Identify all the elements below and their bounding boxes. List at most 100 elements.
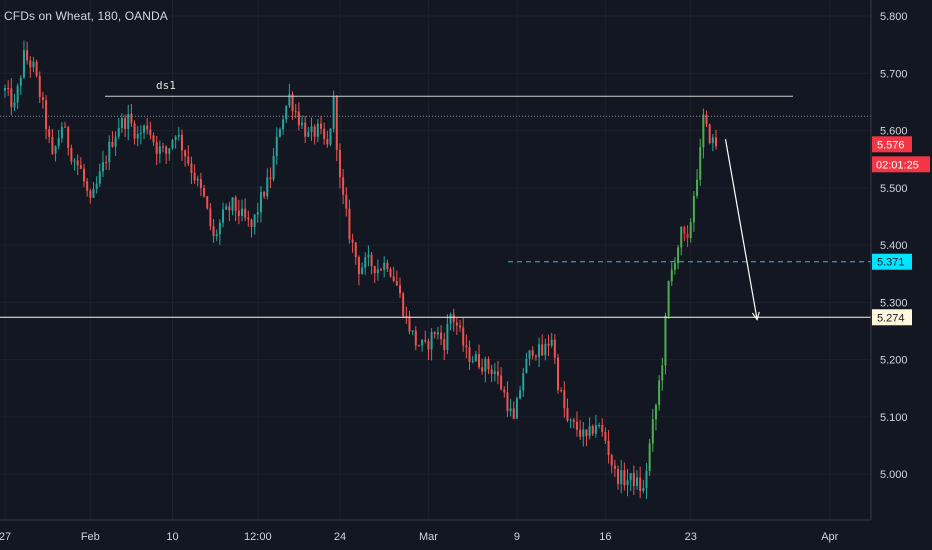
candle-body bbox=[196, 178, 199, 181]
candle-body bbox=[357, 257, 360, 275]
candle-body bbox=[496, 371, 499, 376]
grid-lines bbox=[0, 0, 871, 520]
candle-body bbox=[490, 369, 493, 374]
time-axis[interactable]: 27 Feb 10 12:00 24 Mar 9 16 23 Apr bbox=[0, 519, 932, 550]
candle-body bbox=[462, 327, 465, 346]
candle-body bbox=[297, 111, 300, 126]
candle-body bbox=[228, 206, 231, 211]
candle-body bbox=[13, 102, 16, 108]
candle-body bbox=[70, 147, 73, 162]
dashed-level-badge: 5.371 bbox=[872, 253, 912, 270]
candle-body bbox=[187, 156, 190, 164]
candle-body bbox=[162, 146, 164, 148]
candle-body bbox=[604, 432, 607, 441]
candle-body bbox=[329, 128, 332, 145]
candle-body bbox=[10, 88, 13, 108]
candle-body bbox=[79, 165, 82, 169]
candle-body bbox=[598, 425, 601, 427]
y-tick-label: 5.400 bbox=[880, 240, 908, 252]
candle-body bbox=[41, 97, 44, 101]
candle-body bbox=[620, 470, 623, 484]
candle-body bbox=[553, 339, 556, 358]
candle-body bbox=[376, 269, 379, 274]
dashed-level-badge-bg bbox=[872, 253, 912, 270]
candle-body bbox=[199, 178, 202, 189]
candle-body bbox=[636, 477, 638, 486]
candle-body bbox=[190, 163, 193, 173]
candle-body bbox=[57, 137, 60, 147]
countdown-badge-bg bbox=[872, 156, 930, 173]
candle-body bbox=[307, 131, 310, 137]
candle-body bbox=[443, 339, 446, 350]
candle-body bbox=[683, 226, 686, 234]
candle-body bbox=[218, 222, 221, 235]
candle-body bbox=[455, 322, 458, 326]
candle-body bbox=[35, 61, 38, 76]
candle-body bbox=[64, 126, 67, 128]
candle-body bbox=[256, 212, 259, 215]
y-tick-label: 5.000 bbox=[880, 469, 908, 481]
candle-body bbox=[601, 425, 604, 433]
support-level-badge: 5.274 bbox=[872, 309, 912, 326]
y-tick-label: 5.600 bbox=[880, 126, 908, 138]
candle-body bbox=[73, 160, 76, 162]
candle-body bbox=[664, 315, 667, 366]
candle-body bbox=[155, 142, 158, 154]
candle-body bbox=[60, 126, 63, 138]
candle-body bbox=[436, 332, 439, 335]
candle-body bbox=[174, 136, 177, 140]
candle-body bbox=[231, 197, 234, 211]
candle-body bbox=[209, 208, 212, 227]
candle-body bbox=[212, 226, 215, 237]
candle-body bbox=[670, 269, 673, 282]
candle-body bbox=[541, 344, 544, 356]
candle-body bbox=[481, 367, 484, 372]
candle-body bbox=[323, 128, 326, 140]
candle-body bbox=[525, 358, 528, 374]
candle-body bbox=[594, 425, 597, 434]
candle-body bbox=[193, 172, 196, 181]
candle-body bbox=[95, 183, 98, 189]
forecast-arrow[interactable] bbox=[724, 139, 758, 320]
time-axis-background bbox=[0, 520, 932, 550]
candle-body bbox=[566, 408, 569, 421]
candle-body bbox=[177, 134, 180, 137]
candle-body bbox=[152, 135, 155, 143]
candle-body bbox=[667, 281, 670, 316]
candle-body bbox=[471, 361, 474, 363]
candle-body bbox=[203, 188, 206, 197]
candle-body bbox=[449, 314, 452, 325]
candle-body bbox=[585, 429, 588, 436]
candle-body bbox=[16, 85, 19, 103]
candle-body bbox=[446, 324, 449, 350]
candle-body bbox=[165, 146, 168, 154]
x-tick-label: 27 bbox=[0, 531, 11, 543]
candle-body bbox=[405, 315, 408, 317]
candle-body bbox=[168, 148, 171, 154]
x-tick-label: 9 bbox=[514, 531, 520, 543]
price-axis[interactable]: 5.800 5.700 5.600 5.500 5.400 5.300 5.200 5.100… bbox=[870, 0, 932, 520]
candle-body bbox=[222, 209, 225, 223]
candle-body bbox=[171, 139, 174, 149]
candle-body bbox=[389, 269, 392, 277]
candle-body bbox=[250, 219, 253, 227]
y-tick-label: 5.200 bbox=[880, 355, 908, 367]
candle-body bbox=[550, 339, 553, 346]
y-tick-label: 5.300 bbox=[880, 297, 908, 309]
candle-body bbox=[465, 345, 468, 348]
candle-body bbox=[146, 125, 149, 130]
candle-body bbox=[503, 389, 506, 393]
candle-body bbox=[484, 358, 487, 372]
candle-body bbox=[689, 222, 692, 239]
candle-body bbox=[108, 141, 111, 163]
candle-body bbox=[512, 408, 515, 419]
candle-body bbox=[617, 468, 620, 484]
candle-body bbox=[275, 136, 278, 157]
candle-body bbox=[367, 254, 370, 258]
candle-body bbox=[120, 118, 123, 128]
candle-body bbox=[626, 480, 629, 486]
candle-body bbox=[572, 419, 575, 422]
candle-body bbox=[588, 426, 591, 436]
